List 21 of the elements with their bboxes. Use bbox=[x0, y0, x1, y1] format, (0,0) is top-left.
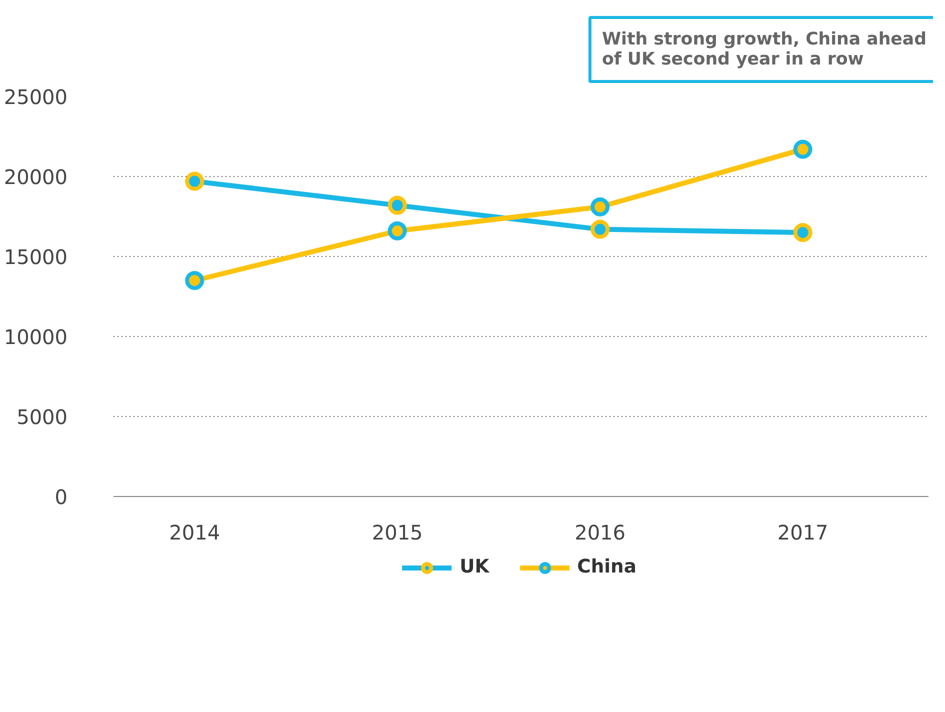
y-tick-label: 10000 bbox=[4, 325, 68, 349]
x-tick-label: 2017 bbox=[777, 520, 828, 544]
point bbox=[793, 140, 812, 159]
point bbox=[388, 221, 407, 240]
x-tick-label: 2014 bbox=[169, 520, 220, 544]
y-tick-label: 15000 bbox=[4, 245, 68, 269]
text: With strong growth, China ahead of UK second year in a row bbox=[602, 30, 927, 70]
point bbox=[185, 271, 204, 290]
legend-label: China bbox=[577, 556, 636, 578]
legend-label: UK bbox=[460, 556, 490, 578]
point bbox=[590, 220, 610, 239]
x-tick-label: 2016 bbox=[574, 520, 626, 544]
y-tick-label: 0 bbox=[54, 485, 68, 509]
point bbox=[388, 196, 407, 215]
x-tick-label: 2015 bbox=[372, 520, 423, 544]
y-tick-label: 20000 bbox=[4, 165, 68, 189]
y-tick-label: 5000 bbox=[16, 405, 68, 429]
point bbox=[185, 172, 204, 191]
point bbox=[590, 197, 610, 216]
y-tick-label: 25000 bbox=[4, 85, 68, 109]
point bbox=[793, 223, 812, 242]
